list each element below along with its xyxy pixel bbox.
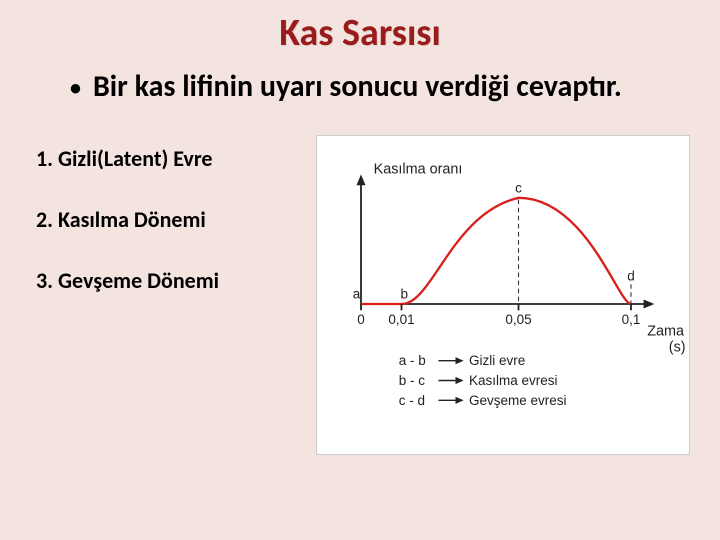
phase-contract: 2. Kasılma Dönemi [36, 206, 296, 233]
x-ticks [361, 304, 631, 310]
svg-text:0,1: 0,1 [622, 312, 641, 327]
twitch-chart: Kasılma oranı a b c d 0 0,01 0,05 0,1 [316, 135, 690, 455]
main-bullet: • Bir kas lifinin uyarı sonucu verdiği c… [70, 70, 690, 105]
svg-text:c: c [515, 181, 522, 196]
svg-text:c - d: c - d [399, 393, 425, 408]
point-labels: a b c d [353, 181, 635, 302]
phase-relax: 3. Gevşeme Dönemi [36, 267, 296, 294]
svg-text:Gevşeme evresi: Gevşeme evresi [469, 393, 567, 408]
slide-title: Kas Sarsısı [30, 10, 690, 56]
slide: Kas Sarsısı • Bir kas lifinin uyarı sonu… [0, 0, 720, 540]
svg-text:Kasılma evresi: Kasılma evresi [469, 373, 558, 388]
svg-text:0: 0 [357, 312, 365, 327]
dashed-guides [519, 200, 632, 304]
arrow-right-icon [644, 300, 655, 309]
svg-text:0,01: 0,01 [388, 312, 414, 327]
svg-text:0,05: 0,05 [505, 312, 531, 327]
phases-list: 1. Gizli(Latent) Evre 2. Kasılma Dönemi … [36, 135, 296, 294]
body-row: 1. Gizli(Latent) Evre 2. Kasılma Dönemi … [30, 135, 690, 455]
x-axis-label-2: (s) [669, 340, 685, 356]
bullet-dot-icon: • [70, 70, 81, 105]
phase-latent: 1. Gizli(Latent) Evre [36, 145, 296, 172]
x-axis-label-1: Zaman [647, 324, 685, 340]
svg-text:a: a [353, 287, 361, 302]
svg-text:b - c: b - c [399, 373, 426, 388]
chart-svg: Kasılma oranı a b c d 0 0,01 0,05 0,1 [325, 142, 685, 448]
legend: a - b Gizli evre b - c Kasılma evresi c - d G… [399, 353, 567, 408]
svg-text:a - b: a - b [399, 353, 426, 368]
bullet-text: Bir kas lifinin uyarı sonucu verdiği cev… [93, 70, 622, 105]
svg-text:b: b [400, 287, 408, 302]
arrow-up-icon [357, 175, 366, 186]
svg-text:Gizli evre: Gizli evre [469, 353, 525, 368]
svg-text:d: d [627, 269, 635, 284]
y-axis-label: Kasılma oranı [374, 162, 463, 178]
x-tick-labels: 0 0,01 0,05 0,1 [357, 312, 640, 327]
